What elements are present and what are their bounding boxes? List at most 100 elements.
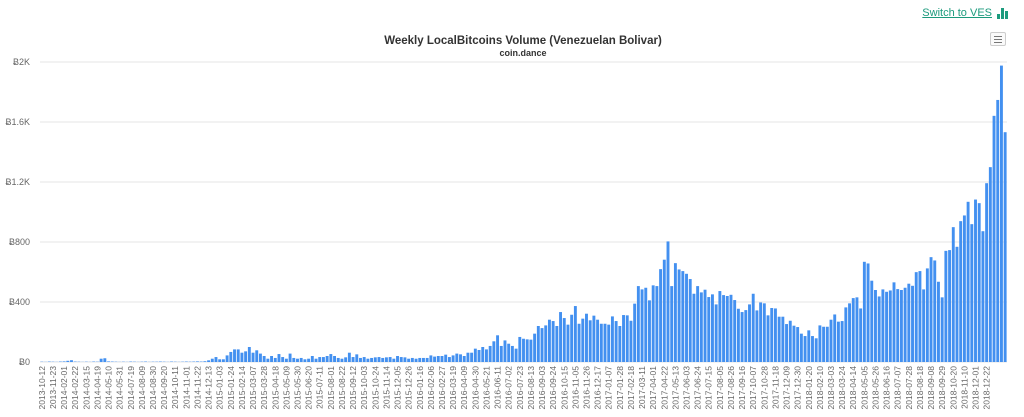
bar[interactable] bbox=[796, 327, 800, 362]
bar[interactable] bbox=[707, 297, 711, 362]
bar[interactable] bbox=[444, 354, 448, 362]
bar[interactable] bbox=[418, 357, 422, 362]
bar[interactable] bbox=[318, 357, 322, 362]
bar[interactable] bbox=[392, 358, 396, 362]
bar[interactable] bbox=[503, 340, 507, 362]
bar[interactable] bbox=[355, 354, 359, 362]
bar[interactable] bbox=[288, 353, 292, 362]
bar[interactable] bbox=[596, 319, 600, 362]
bar[interactable] bbox=[507, 343, 511, 362]
bar[interactable] bbox=[321, 357, 325, 362]
bar[interactable] bbox=[659, 269, 663, 362]
bar[interactable] bbox=[811, 336, 814, 362]
bar[interactable] bbox=[629, 320, 633, 362]
bar[interactable] bbox=[625, 315, 629, 362]
bar[interactable] bbox=[466, 352, 470, 362]
bar[interactable] bbox=[599, 323, 603, 362]
bar[interactable] bbox=[851, 298, 855, 362]
bar[interactable] bbox=[785, 324, 789, 362]
bar[interactable] bbox=[284, 358, 288, 362]
bar[interactable] bbox=[773, 308, 777, 362]
bar[interactable] bbox=[562, 318, 566, 362]
bar[interactable] bbox=[733, 300, 737, 362]
bar[interactable] bbox=[610, 316, 614, 362]
bar[interactable] bbox=[440, 356, 444, 362]
bar[interactable] bbox=[62, 361, 66, 362]
bar[interactable] bbox=[414, 358, 418, 362]
bar[interactable] bbox=[666, 241, 670, 362]
bar[interactable] bbox=[384, 357, 388, 362]
bar[interactable] bbox=[862, 261, 866, 362]
bar[interactable] bbox=[777, 316, 781, 362]
bar[interactable] bbox=[685, 273, 688, 362]
bar[interactable] bbox=[510, 345, 514, 362]
bar[interactable] bbox=[536, 326, 540, 362]
bar[interactable] bbox=[99, 358, 103, 362]
bar[interactable] bbox=[251, 352, 255, 362]
bar[interactable] bbox=[911, 285, 914, 362]
bar[interactable] bbox=[518, 336, 522, 362]
bar[interactable] bbox=[529, 339, 533, 362]
bar[interactable] bbox=[403, 357, 407, 362]
bar[interactable] bbox=[829, 319, 833, 362]
bar[interactable] bbox=[818, 325, 822, 362]
bar[interactable] bbox=[788, 320, 792, 362]
bar[interactable] bbox=[207, 360, 211, 362]
bar[interactable] bbox=[225, 355, 229, 362]
bar[interactable] bbox=[792, 325, 796, 362]
bar[interactable] bbox=[210, 358, 214, 362]
bar[interactable] bbox=[307, 358, 311, 362]
bar[interactable] bbox=[729, 294, 733, 362]
bar[interactable] bbox=[803, 336, 807, 362]
bar[interactable] bbox=[351, 357, 355, 362]
bar[interactable] bbox=[840, 321, 844, 362]
bar[interactable] bbox=[573, 306, 577, 362]
bar[interactable] bbox=[436, 356, 440, 362]
bar[interactable] bbox=[296, 358, 299, 362]
bar[interactable] bbox=[622, 315, 625, 362]
bar[interactable] bbox=[266, 358, 270, 362]
bar[interactable] bbox=[940, 297, 944, 362]
bar[interactable] bbox=[807, 330, 811, 362]
bar[interactable] bbox=[588, 320, 592, 362]
bar[interactable] bbox=[592, 315, 596, 362]
bar[interactable] bbox=[366, 358, 370, 362]
bar[interactable] bbox=[614, 321, 618, 362]
bar[interactable] bbox=[877, 296, 881, 362]
bar[interactable] bbox=[703, 289, 707, 362]
bar[interactable] bbox=[273, 357, 277, 362]
bar[interactable] bbox=[999, 65, 1003, 362]
bar[interactable] bbox=[585, 313, 588, 362]
bar[interactable] bbox=[373, 357, 377, 362]
bar[interactable] bbox=[662, 259, 666, 362]
bar[interactable] bbox=[977, 203, 981, 362]
switch-to-ves-link[interactable]: Switch to VES bbox=[922, 7, 1008, 19]
bar[interactable] bbox=[447, 357, 451, 362]
chart-menu-button[interactable] bbox=[990, 32, 1006, 46]
bar[interactable] bbox=[925, 268, 929, 362]
bar[interactable] bbox=[740, 312, 744, 362]
bar[interactable] bbox=[633, 303, 637, 362]
bar[interactable] bbox=[570, 314, 574, 362]
bar[interactable] bbox=[974, 199, 977, 362]
bar[interactable] bbox=[388, 357, 392, 362]
bar[interactable] bbox=[970, 224, 974, 362]
bar[interactable] bbox=[292, 357, 296, 362]
bar[interactable] bbox=[196, 361, 199, 362]
bar[interactable] bbox=[547, 319, 551, 362]
bar[interactable] bbox=[781, 316, 785, 362]
bar[interactable] bbox=[399, 357, 403, 362]
bar[interactable] bbox=[577, 323, 581, 362]
bar[interactable] bbox=[203, 361, 207, 362]
bar[interactable] bbox=[799, 333, 803, 362]
bar[interactable] bbox=[455, 353, 459, 362]
bar[interactable] bbox=[966, 201, 970, 362]
bar[interactable] bbox=[896, 289, 900, 362]
bar[interactable] bbox=[866, 263, 870, 362]
bar[interactable] bbox=[744, 310, 748, 362]
bar[interactable] bbox=[844, 307, 848, 362]
bar[interactable] bbox=[299, 357, 303, 362]
bar[interactable] bbox=[696, 286, 700, 362]
bar[interactable] bbox=[581, 318, 585, 362]
bar[interactable] bbox=[359, 357, 362, 362]
